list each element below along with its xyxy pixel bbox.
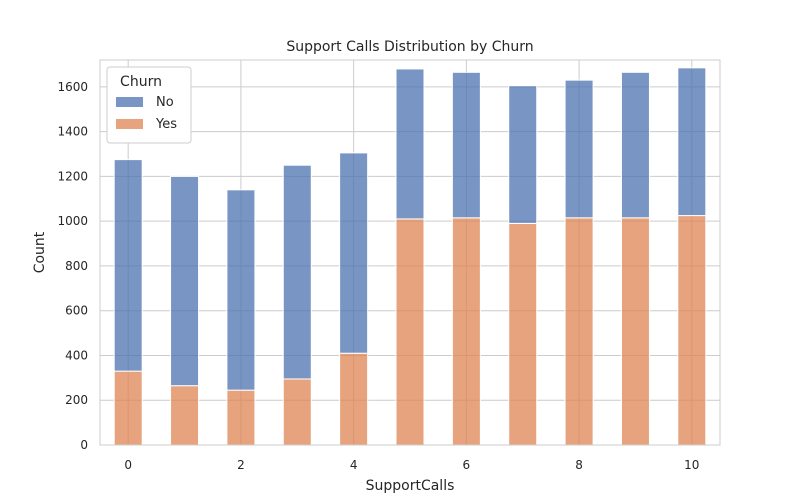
y-tick-label-1400: 1400	[57, 125, 88, 139]
legend-title: Churn	[120, 74, 162, 90]
x-tick-label-0: 0	[124, 458, 132, 472]
y-tick-label-1200: 1200	[57, 169, 88, 183]
y-tick-label-1000: 1000	[57, 214, 88, 228]
legend: Churn No Yes	[106, 66, 192, 144]
bar-yes-6	[451, 217, 481, 446]
bar-no-8	[564, 79, 594, 219]
y-tick-label-0: 0	[80, 438, 88, 452]
bar-no-2	[226, 189, 256, 391]
chart-title: Support Calls Distribution by Churn	[286, 39, 533, 55]
y-axis-ticks: 0 200 400 600 800 1000 1200 1400 1600	[57, 80, 88, 452]
legend-label-yes: Yes	[155, 117, 177, 132]
x-axis-ticks: 0 2 4 6 8 10	[124, 458, 699, 472]
bar-yes-9	[620, 217, 650, 446]
x-tick-label-8: 8	[575, 458, 583, 472]
bar-no-9	[620, 71, 650, 219]
legend-swatch-yes	[116, 119, 143, 129]
bars	[113, 67, 707, 446]
legend-label-no: No	[156, 95, 174, 110]
x-tick-label-10: 10	[684, 458, 699, 472]
y-tick-label-800: 800	[65, 259, 88, 273]
bar-no-6	[451, 71, 481, 219]
bar-yes-7	[508, 222, 538, 446]
bar-yes-10	[677, 215, 707, 446]
bar-no-1	[170, 175, 200, 387]
y-tick-label-600: 600	[65, 304, 88, 318]
bar-no-4	[339, 152, 369, 354]
x-tick-label-4: 4	[350, 458, 358, 472]
bar-no-7	[508, 85, 538, 224]
bar-yes-4	[339, 352, 369, 446]
bar-yes-0	[113, 370, 143, 446]
x-tick-label-2: 2	[237, 458, 245, 472]
bar-no-3	[282, 164, 312, 380]
y-tick-label-1600: 1600	[57, 80, 88, 94]
x-tick-label-6: 6	[463, 458, 471, 472]
bar-no-10	[677, 67, 707, 217]
plot-frame	[99, 59, 721, 446]
bar-no-0	[113, 159, 143, 372]
bar-no-5	[395, 68, 425, 220]
y-tick-label-200: 200	[65, 393, 88, 407]
bar-yes-5	[395, 218, 425, 446]
x-axis-label: SupportCalls	[366, 478, 455, 494]
bar-yes-2	[226, 389, 256, 446]
bar-yes-3	[282, 378, 312, 446]
y-axis-label: Count	[32, 231, 48, 273]
y-tick-label-400: 400	[65, 348, 88, 362]
bar-yes-1	[170, 385, 200, 446]
bar-yes-8	[564, 217, 594, 446]
legend-swatch-no	[116, 97, 143, 107]
